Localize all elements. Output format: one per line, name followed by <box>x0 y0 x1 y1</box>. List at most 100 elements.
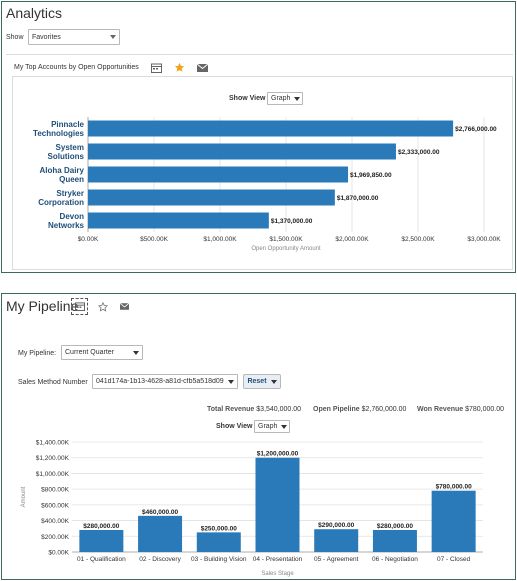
sales-method-label: Sales Method Number <box>18 379 88 386</box>
y-tick-label: $0.00K <box>48 550 69 557</box>
x-tick-label: $1,500.00K <box>269 236 303 243</box>
x-tick-label: 03 - Building Vision <box>191 556 247 563</box>
x-tick-label: 01 - Qualification <box>77 556 126 563</box>
bar <box>372 530 417 552</box>
chevron-down-icon <box>133 350 139 355</box>
bar <box>79 530 124 552</box>
bar <box>88 212 269 229</box>
star-icon[interactable] <box>173 61 185 73</box>
bar <box>255 457 300 552</box>
data-label: $1,870,000.00 <box>337 195 379 202</box>
show-select-value: Favorites <box>32 33 61 41</box>
star-outline-icon[interactable] <box>97 301 108 312</box>
show-view-value: Graph <box>258 423 278 430</box>
open-pipeline-value: $2,760,000.00 <box>361 406 407 413</box>
reset-label: Reset <box>247 378 267 385</box>
category-label: System <box>56 143 84 152</box>
chevron-down-icon <box>270 379 277 384</box>
category-label: Aloha Dairy <box>40 166 85 175</box>
won-revenue-label: Won Revenue <box>417 406 464 413</box>
top-accounts-chart: $0.00K $500.00K $1,000.00K $1,500.00K $2,000… <box>33 117 501 252</box>
analytics-panel: Analytics Show Favorites My Top Accounts… <box>1 1 516 273</box>
y-tick-label: $1,400.00K <box>36 440 70 447</box>
x-tick-label: $0.00K <box>78 236 99 243</box>
data-label: $250,000.00 <box>201 525 238 532</box>
sales-method-value: 041d174a-1b13-4628-a81d-cfb5a518d09 <box>96 378 224 385</box>
category-label: Stryker <box>56 189 84 198</box>
category-label: Pinnacle <box>51 120 84 129</box>
y-tick-label: $400.00K <box>41 518 69 525</box>
bar <box>88 166 349 183</box>
data-label: $1,370,000.00 <box>271 218 313 225</box>
data-label: $1,969,850.00 <box>350 172 392 179</box>
chevron-down-icon <box>228 379 234 384</box>
x-tick-label: 06 - Negotiation <box>372 556 418 563</box>
data-label: $460,000.00 <box>142 509 179 516</box>
x-tick-label: 07 - Closed <box>437 556 471 563</box>
y-tick-label: $1,000.00K <box>36 471 70 478</box>
won-revenue: Won Revenue $780,000.00 <box>417 406 504 413</box>
reset-button[interactable]: Reset <box>243 374 281 389</box>
total-revenue-value: $3,540,000.00 <box>256 406 302 413</box>
x-axis-title: Sales Stage <box>261 571 294 577</box>
show-label: Show <box>6 34 24 41</box>
y-axis-title: Amount <box>21 486 27 507</box>
bar <box>314 529 359 552</box>
category-label: Corporation <box>38 198 84 207</box>
chevron-down-icon <box>110 35 116 39</box>
chevron-down-icon <box>294 96 301 101</box>
total-revenue-label: Total Revenue <box>207 406 255 413</box>
y-tick-label: $600.00K <box>41 502 69 509</box>
bar <box>196 532 241 552</box>
bar <box>138 515 183 552</box>
calendar-icon[interactable] <box>150 62 162 73</box>
bar <box>88 120 454 137</box>
x-tick-label: 05 - Agreement <box>314 556 359 563</box>
divider <box>6 54 513 55</box>
x-tick-label: $2,000.00K <box>335 236 369 243</box>
category-label: Queen <box>59 175 84 184</box>
bar <box>88 143 396 160</box>
show-view-label: Show View <box>229 95 266 102</box>
calendar-icon[interactable] <box>71 298 88 315</box>
bar <box>431 490 476 552</box>
mail-icon[interactable] <box>119 302 130 311</box>
show-view-select[interactable]: Graph <box>267 92 303 105</box>
category-label: Networks <box>48 221 85 230</box>
data-label: $2,333,000.00 <box>398 149 440 156</box>
y-tick-label: $1,200.00K <box>36 455 70 462</box>
x-axis-title: Open Opportunity Amount <box>251 246 321 252</box>
total-revenue: Total Revenue $3,540,000.00 <box>207 406 301 413</box>
data-label: $290,000.00 <box>318 522 355 529</box>
show-view-value: Graph <box>271 95 291 102</box>
analytics-title: Analytics <box>6 5 63 21</box>
x-tick-label: 02 - Discovery <box>139 556 181 563</box>
y-tick-label: $800.00K <box>41 487 69 494</box>
mail-icon[interactable] <box>196 62 208 73</box>
open-pipeline-label: Open Pipeline <box>313 406 360 413</box>
show-view-select[interactable]: Graph <box>254 420 290 433</box>
show-select[interactable]: Favorites <box>28 29 120 45</box>
data-label: $280,000.00 <box>377 523 414 530</box>
x-tick-label: $3,000.00K <box>467 236 501 243</box>
sales-method-select[interactable]: 041d174a-1b13-4628-a81d-cfb5a518d09 <box>92 374 238 389</box>
x-tick-label: 04 - Presentation <box>253 556 303 563</box>
my-pipeline-select[interactable]: Current Quarter <box>61 345 143 360</box>
data-label: $2,766,000.00 <box>455 126 497 133</box>
x-tick-label: $1,000.00K <box>203 236 237 243</box>
show-view-label: Show View <box>216 423 253 430</box>
section-title: My Top Accounts by Open Opportunities <box>14 64 139 71</box>
chart-container <box>12 76 513 270</box>
my-pipeline-value: Current Quarter <box>65 349 115 356</box>
pipeline-panel: My Pipeline My Pipeline: Current Quarter… <box>1 293 516 580</box>
open-pipeline: Open Pipeline $2,760,000.00 <box>313 406 406 413</box>
data-label: $1,200,000.00 <box>257 451 299 458</box>
pipeline-chart: $0.00K $200.00K $400.00K $600.00K $800.00K $1… <box>21 440 483 577</box>
x-tick-label: $2,500.00K <box>401 236 435 243</box>
chevron-down-icon <box>281 424 288 429</box>
category-label: Devon <box>60 212 85 221</box>
x-tick-label: $500.00K <box>140 236 168 243</box>
my-pipeline-label: My Pipeline: <box>18 350 57 357</box>
data-label: $780,000.00 <box>436 484 473 491</box>
won-revenue-value: $780,000.00 <box>465 406 505 413</box>
